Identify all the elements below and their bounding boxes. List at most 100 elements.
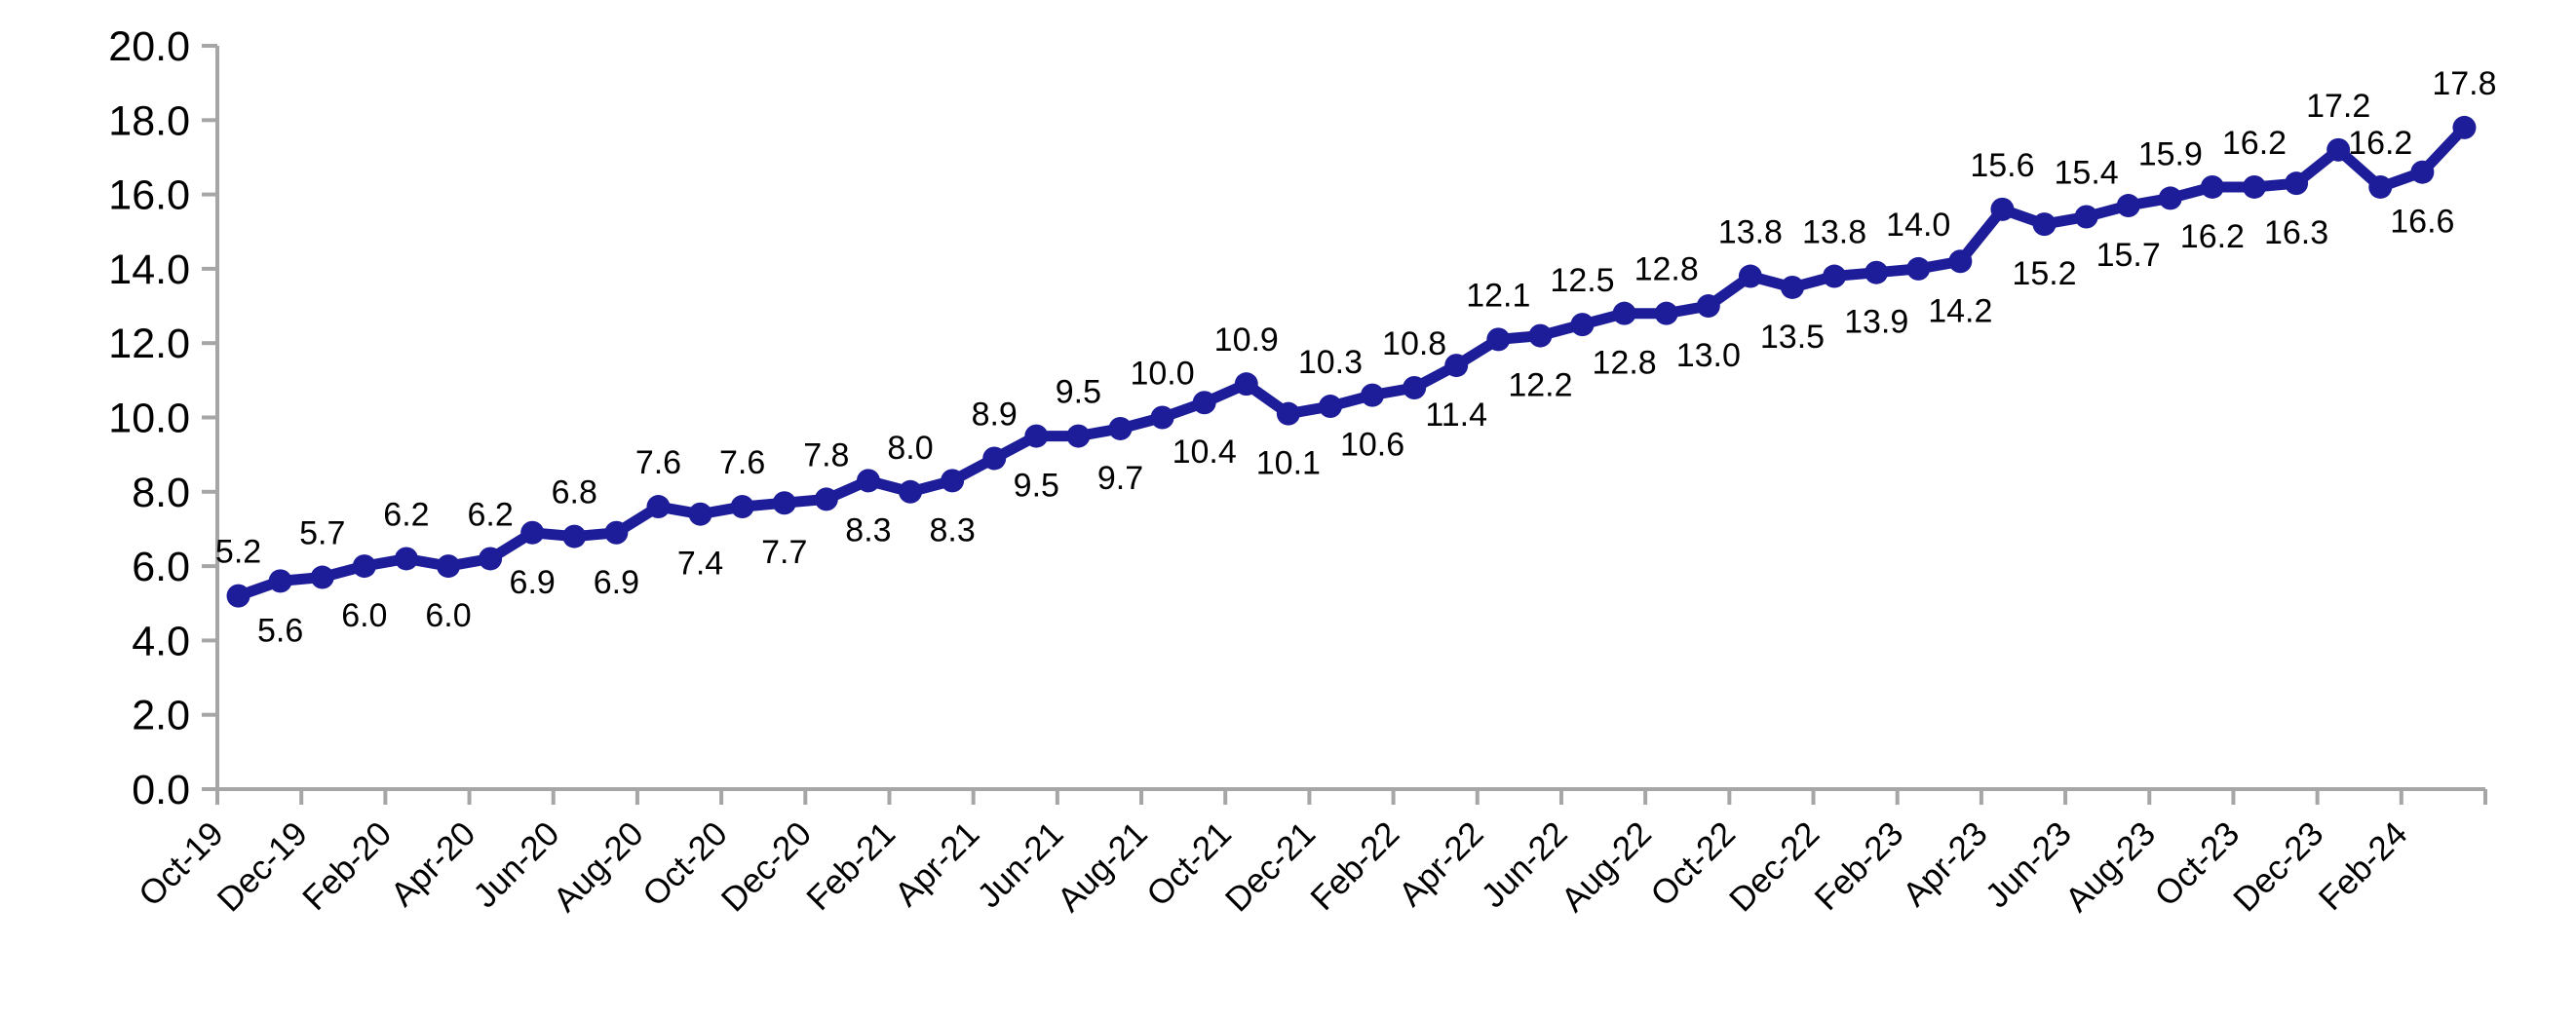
data-point-marker — [1486, 327, 1511, 352]
data-point-label: 5.6 — [257, 612, 303, 649]
data-point-marker — [2032, 212, 2057, 237]
data-point-label: 5.7 — [299, 515, 345, 552]
data-point-label: 8.3 — [929, 511, 975, 548]
data-point-label: 6.0 — [341, 597, 387, 634]
x-axis-labels: Oct-19Dec-19Feb-20Apr-20Jun-20Aug-20Oct-… — [132, 814, 2415, 919]
data-point-label: 16.2 — [2348, 125, 2412, 162]
x-axis-tick-label: Aug-21 — [1050, 814, 1154, 919]
x-axis-tick-label: Jun-21 — [970, 814, 1070, 915]
y-axis-ticks — [202, 44, 217, 791]
data-point-label: 5.2 — [215, 534, 261, 571]
data-point-label: 12.8 — [1634, 251, 1699, 288]
data-point-marker — [814, 487, 838, 511]
data-point-marker — [1361, 383, 1385, 407]
data-point-label: 10.8 — [1382, 325, 1446, 362]
data-point-marker — [2242, 174, 2266, 199]
data-point-marker — [2452, 115, 2477, 139]
data-point-marker — [520, 520, 545, 545]
y-axis-tick-label: 0.0 — [132, 767, 190, 813]
data-point-label: 16.3 — [2264, 214, 2328, 251]
data-point-marker — [1276, 401, 1300, 426]
data-point-marker — [730, 495, 754, 519]
data-point-marker — [1948, 249, 1973, 274]
data-point-label: 8.3 — [845, 511, 891, 548]
x-axis-tick-label: Jun-20 — [466, 814, 566, 915]
data-point-label: 15.7 — [2096, 237, 2161, 274]
data-point-label: 17.8 — [2432, 65, 2496, 102]
data-point-label: 12.1 — [1466, 277, 1530, 314]
data-point-marker — [1192, 391, 1216, 415]
data-point-label: 7.6 — [635, 444, 681, 481]
x-axis-tick-label: Apr-21 — [888, 814, 987, 914]
data-point-marker — [2368, 174, 2393, 199]
data-point-label: 10.6 — [1340, 427, 1404, 464]
x-axis-tick-label: Feb-22 — [1303, 814, 1406, 918]
data-point-label: 15.9 — [2138, 135, 2203, 172]
x-axis-tick-label: Jun-23 — [1979, 814, 2079, 915]
data-point-label: 8.0 — [887, 430, 933, 467]
data-point-marker — [772, 491, 796, 515]
data-point-marker — [1738, 264, 1762, 288]
data-point-marker — [1906, 256, 1931, 281]
data-point-label: 12.8 — [1593, 345, 1657, 382]
data-point-marker — [2410, 160, 2435, 184]
x-axis-ticks — [215, 789, 2487, 805]
data-point-marker — [1108, 416, 1133, 440]
data-point-marker — [1823, 264, 1847, 288]
x-axis-tick-label: Aug-20 — [546, 814, 650, 919]
data-point-marker — [604, 520, 629, 545]
data-point-marker — [1066, 424, 1091, 448]
data-point-label: 16.2 — [2180, 218, 2245, 255]
x-axis-tick-label: Feb-24 — [2312, 814, 2415, 918]
data-point-marker — [1528, 323, 1553, 348]
data-point-label: 15.2 — [2012, 255, 2076, 292]
x-axis-tick-label: Feb-21 — [799, 814, 903, 918]
data-point-label: 10.1 — [1256, 445, 1321, 482]
data-point-label: 10.9 — [1214, 321, 1279, 359]
data-point-label: 12.2 — [1508, 367, 1572, 404]
data-point-label: 6.0 — [425, 597, 471, 634]
data-point-label: 13.8 — [1718, 214, 1783, 251]
data-point-marker — [1150, 405, 1174, 430]
y-axis-tick-label: 4.0 — [132, 618, 190, 664]
data-point-label: 16.6 — [2390, 204, 2454, 241]
data-point-marker — [394, 547, 418, 571]
data-point-label: 13.9 — [1844, 304, 1908, 341]
data-point-label: 13.0 — [1676, 337, 1741, 374]
data-point-marker — [1444, 354, 1469, 378]
data-point-markers — [226, 115, 2477, 608]
x-axis-tick-label: Dec-21 — [1218, 814, 1323, 919]
data-point-marker — [226, 584, 250, 608]
data-point-label: 15.4 — [2055, 154, 2119, 191]
data-point-label: 10.3 — [1298, 344, 1363, 381]
data-point-marker — [479, 547, 503, 571]
data-point-label: 6.9 — [594, 564, 639, 601]
y-axis-tick-label: 10.0 — [108, 396, 190, 442]
x-axis-tick-label: Feb-23 — [1807, 814, 1910, 918]
data-point-label: 7.7 — [761, 534, 807, 571]
data-point-marker — [352, 554, 376, 579]
data-point-marker — [2285, 171, 2309, 196]
data-point-marker — [982, 446, 1007, 471]
y-axis-tick-label: 12.0 — [108, 321, 190, 367]
y-axis-tick-label: 2.0 — [132, 693, 190, 739]
data-point-marker — [2326, 137, 2351, 162]
x-axis-tick-label: Dec-22 — [1722, 814, 1826, 919]
data-point-label: 14.0 — [1886, 207, 1950, 244]
x-axis-tick-label: Aug-22 — [1555, 814, 1659, 919]
data-point-marker — [941, 469, 965, 493]
data-point-label: 6.8 — [552, 474, 597, 511]
data-point-marker — [1696, 294, 1720, 319]
data-point-label: 17.2 — [2306, 88, 2370, 125]
x-axis-tick-label: Feb-20 — [295, 814, 399, 918]
y-axis-tick-label: 14.0 — [108, 246, 190, 293]
data-point-marker — [1654, 301, 1678, 325]
data-point-marker — [688, 502, 712, 526]
x-axis-tick-label: Aug-23 — [2058, 814, 2163, 919]
data-point-marker — [2158, 186, 2182, 210]
data-point-label: 9.7 — [1097, 460, 1143, 497]
x-axis-tick-label: Dec-20 — [714, 814, 819, 919]
y-axis-tick-label: 6.0 — [132, 544, 190, 590]
data-point-marker — [310, 565, 334, 589]
